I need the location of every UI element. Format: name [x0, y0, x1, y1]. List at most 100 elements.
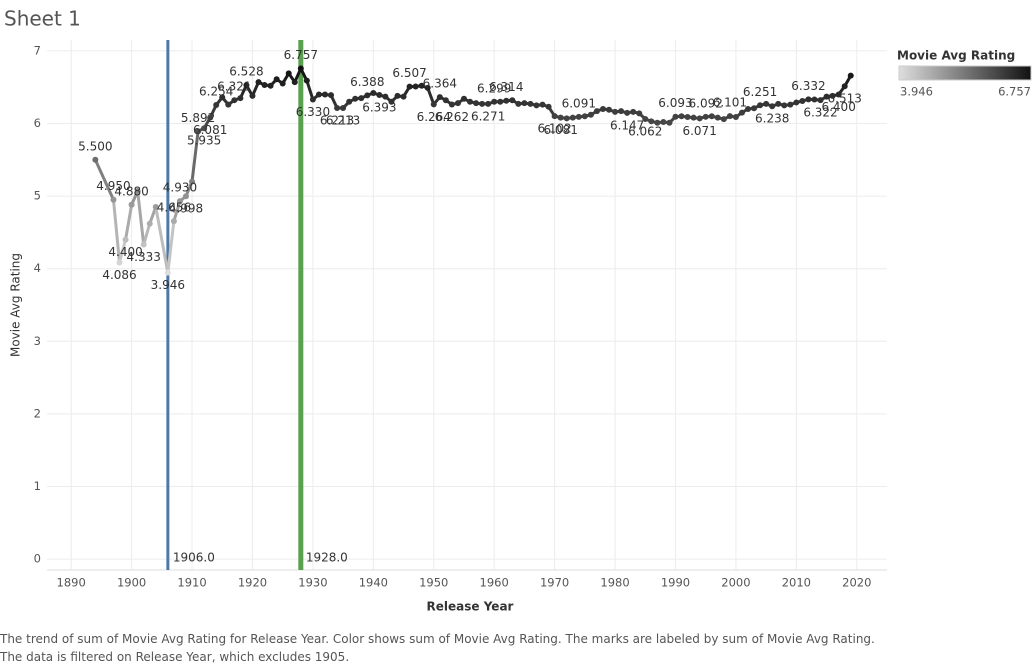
reference-label: 1928.0 [306, 551, 348, 565]
x-tick-label: 2000 [721, 576, 750, 590]
data-label: 4.656 [157, 201, 191, 215]
data-point [485, 100, 492, 107]
data-point [521, 100, 528, 107]
data-point [467, 98, 474, 105]
data-point [140, 241, 147, 248]
data-point [684, 113, 691, 120]
data-point [358, 95, 365, 102]
data-point [515, 100, 522, 107]
data-point [787, 101, 794, 108]
line-segment [111, 198, 122, 264]
data-point [176, 198, 183, 205]
data-point [243, 82, 250, 89]
data-point [116, 259, 123, 266]
data-point [509, 97, 516, 104]
data-point [225, 101, 232, 108]
data-point [237, 95, 244, 102]
y-tick-label: 3 [34, 334, 41, 348]
data-point [738, 109, 745, 116]
data-label: 6.271 [471, 109, 505, 123]
data-point [690, 114, 697, 121]
data-point [527, 100, 534, 107]
data-point [829, 92, 836, 99]
data-point [763, 100, 770, 107]
data-point [726, 113, 733, 120]
data-point [110, 196, 117, 203]
data-point [557, 114, 564, 121]
data-point [769, 103, 776, 110]
data-point [291, 79, 298, 86]
data-point [273, 76, 280, 83]
data-point [599, 105, 606, 112]
caption: The trend of sum of Movie Avg Rating for… [0, 632, 875, 664]
data-point [672, 113, 679, 120]
data-point [189, 178, 196, 185]
y-tick-label: 5 [34, 189, 41, 203]
data-label: 6.062 [628, 124, 662, 138]
line-segment [172, 199, 182, 223]
chart-title: Sheet 1 [4, 7, 81, 31]
data-point [648, 118, 655, 125]
data-label: 6.238 [755, 112, 789, 126]
y-axis-label: Movie Avg Rating [9, 253, 23, 357]
data-point [364, 92, 371, 99]
x-tick-label: 2010 [782, 576, 811, 590]
data-point [146, 220, 153, 227]
data-point [781, 102, 788, 109]
y-tick-label: 2 [34, 406, 41, 420]
data-point [630, 108, 637, 115]
data-point [660, 119, 667, 126]
data-point [134, 188, 141, 195]
data-point [249, 92, 256, 99]
data-label: 4.400 [108, 245, 142, 259]
data-point [823, 93, 830, 100]
data-label: 5.935 [187, 134, 221, 148]
data-label: 6.093 [658, 96, 692, 110]
data-point [624, 109, 631, 116]
data-label: 6.264 [417, 110, 451, 124]
data-point [436, 94, 443, 101]
data-point [315, 91, 322, 98]
data-label: 4.930 [163, 181, 197, 195]
data-point [122, 236, 129, 243]
data-point [817, 97, 824, 104]
data-point [261, 82, 268, 89]
data-label: 6.147 [610, 118, 644, 132]
data-point [751, 105, 758, 112]
data-point [195, 128, 202, 135]
data-label: 6.091 [562, 96, 596, 110]
data-point [400, 93, 407, 100]
data-point [612, 108, 619, 115]
data-point [213, 102, 220, 109]
line-segment [93, 158, 115, 202]
data-point [678, 113, 685, 120]
line-segment [142, 222, 152, 247]
data-label: 6.254 [199, 85, 233, 99]
data-point [454, 100, 461, 107]
data-point [805, 96, 812, 103]
data-label: 4.950 [96, 179, 130, 193]
data-label: 6.322 [803, 106, 837, 120]
x-tick-label: 1890 [57, 576, 86, 590]
data-point [636, 110, 643, 117]
data-label: 6.332 [791, 79, 825, 93]
data-point [587, 111, 594, 118]
data-point [775, 100, 782, 107]
data-label: 6.388 [350, 75, 384, 89]
data-label: 6.102 [537, 122, 571, 136]
data-point [545, 103, 552, 110]
data-point [460, 95, 467, 102]
x-tick-label: 1900 [117, 576, 146, 590]
y-tick-label: 1 [34, 479, 41, 493]
data-point [745, 105, 752, 112]
data-point [207, 114, 214, 121]
data-label: 6.251 [743, 85, 777, 99]
y-tick-label: 4 [34, 261, 41, 275]
data-label: 6.507 [392, 66, 426, 80]
y-tick-label: 0 [34, 552, 41, 566]
line-segment [305, 79, 315, 102]
data-point [328, 92, 335, 99]
data-point [757, 102, 764, 109]
data-label: 6.081 [193, 123, 227, 137]
